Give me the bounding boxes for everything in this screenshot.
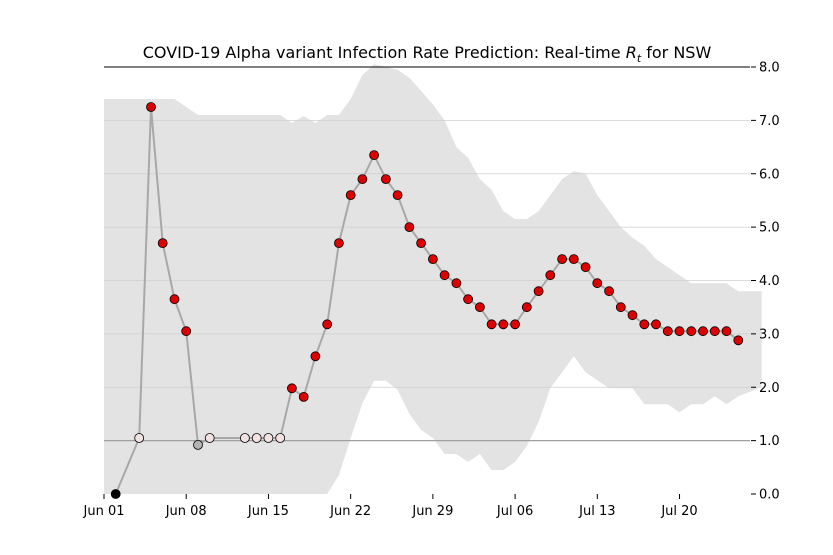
chart-title: COVID-19 Alpha variant Infection Rate Pr… <box>143 43 712 65</box>
y-tick-label: 2.0 <box>759 381 780 396</box>
data-point <box>557 254 567 265</box>
data-point <box>310 351 321 362</box>
x-tick-labels: Jun 01 Jun 08 Jun 15 Jun 22 Jun 29 Jul 06 Jul … <box>83 504 698 519</box>
data-point <box>251 433 262 443</box>
x-tick-label: Jun 15 <box>247 504 289 519</box>
y-tick-label: 3.0 <box>759 327 780 342</box>
y-tick-label: 5.0 <box>759 221 780 236</box>
gridlines <box>104 119 750 442</box>
y-tick-label: 8.0 <box>759 61 780 76</box>
confidence-band-layer <box>104 64 762 495</box>
data-point <box>709 326 720 337</box>
x-tick-label: Jul 06 <box>496 504 533 519</box>
markers-layer <box>110 102 744 499</box>
data-point <box>169 294 180 305</box>
y-tick-labels: 0.0 1.0 2.0 3.0 4.0 5.0 6.0 7.0 8.0 <box>759 61 780 503</box>
data-point <box>157 238 168 249</box>
data-point <box>275 433 286 443</box>
data-point <box>404 222 415 233</box>
data-point <box>639 319 650 330</box>
data-point <box>486 319 497 330</box>
data-point <box>286 383 297 394</box>
data-point <box>369 150 380 161</box>
data-point <box>322 319 333 330</box>
data-point <box>146 102 156 112</box>
data-point <box>604 286 614 297</box>
data-point <box>733 335 744 346</box>
data-point <box>263 433 274 443</box>
data-point <box>439 270 450 281</box>
data-point <box>580 262 591 273</box>
chart-title-symbol: R <box>626 43 637 62</box>
x-tick-label: Jun 22 <box>329 504 371 519</box>
data-point <box>416 238 427 249</box>
x-tick-label: Jul 20 <box>660 504 697 519</box>
data-point <box>521 302 532 313</box>
data-point <box>592 278 603 289</box>
data-point <box>239 433 250 443</box>
x-tick-label: Jun 08 <box>165 504 207 519</box>
chart-title-suffix: for NSW <box>641 43 711 62</box>
data-point <box>474 302 485 313</box>
data-point <box>498 319 509 330</box>
confidence-band <box>104 64 762 495</box>
data-point <box>463 294 474 305</box>
data-point <box>627 310 638 321</box>
data-point <box>181 326 192 337</box>
data-point <box>721 326 732 337</box>
chart-title-main: COVID-19 Alpha variant Infection Rate Pr… <box>143 43 626 62</box>
data-point <box>568 254 579 265</box>
x-tick-label: Jul 13 <box>578 504 615 519</box>
axes <box>103 66 756 499</box>
y-tick-label: 4.0 <box>759 274 780 289</box>
data-point <box>674 326 685 337</box>
data-point <box>510 319 520 330</box>
y-tick-label: 0.0 <box>759 488 780 503</box>
y-tick-label: 6.0 <box>759 167 780 182</box>
data-point <box>298 391 309 402</box>
data-point <box>110 489 121 499</box>
x-tick-label: Jun 01 <box>83 504 125 519</box>
data-point <box>545 270 556 281</box>
data-point <box>651 319 661 330</box>
data-point <box>427 254 438 265</box>
data-point <box>333 238 344 249</box>
y-tick-label: 7.0 <box>759 114 780 129</box>
y-tick-label: 1.0 <box>759 434 780 449</box>
chart-title-subscript: t <box>637 52 642 65</box>
data-point <box>686 326 697 337</box>
data-point <box>451 278 462 289</box>
data-point <box>345 190 356 201</box>
data-point <box>615 302 626 313</box>
data-point <box>533 286 544 297</box>
data-point <box>193 439 203 450</box>
data-point <box>698 326 708 337</box>
data-point <box>380 174 391 185</box>
data-point <box>357 174 368 185</box>
data-point <box>392 190 403 201</box>
data-point <box>662 326 673 337</box>
data-point <box>204 433 215 443</box>
x-tick-label: Jun 29 <box>411 504 453 519</box>
data-point <box>134 433 145 443</box>
